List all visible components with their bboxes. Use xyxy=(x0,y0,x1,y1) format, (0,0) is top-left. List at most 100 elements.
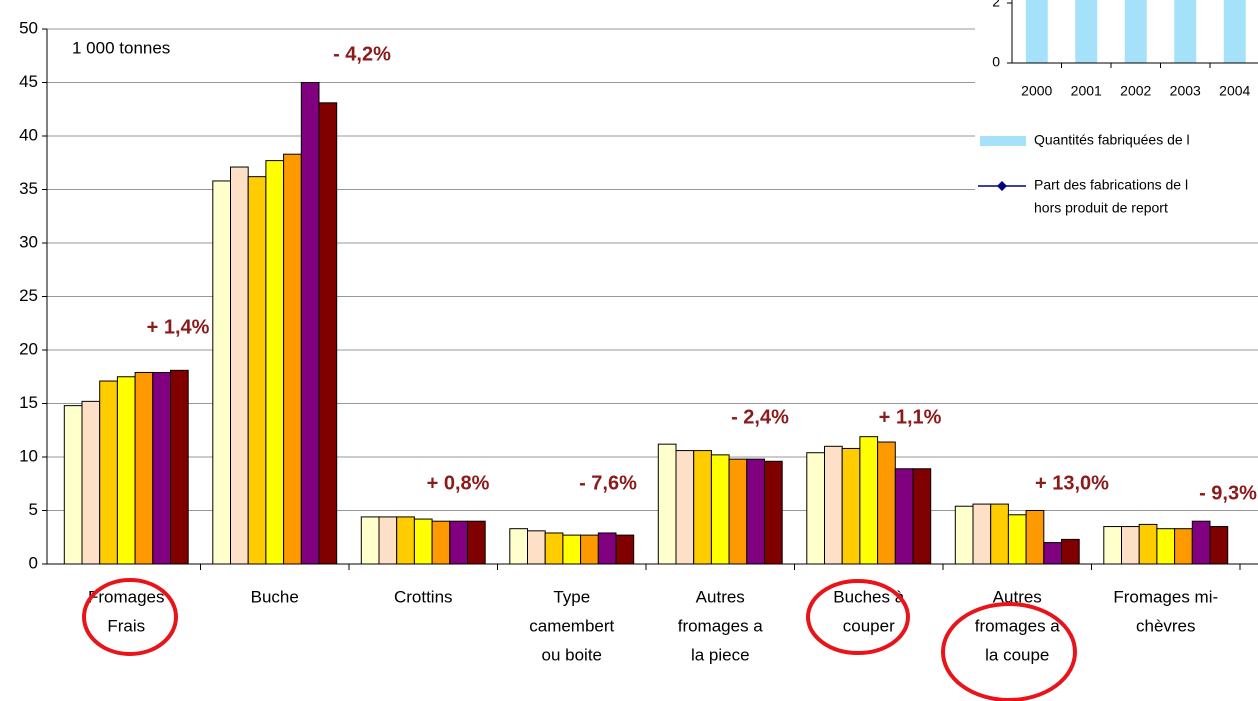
bar xyxy=(230,166,249,565)
inset-bar xyxy=(1025,0,1048,63)
annotation: + 1,1% xyxy=(879,406,942,428)
annotation: + 0,8% xyxy=(427,472,490,494)
bar xyxy=(509,528,528,565)
y-tick-label: 40 xyxy=(19,125,38,144)
bar xyxy=(247,176,267,565)
x-tick-label: fromages a xyxy=(975,616,1061,635)
bar xyxy=(116,376,136,565)
inset-x-tick-label: 2004 xyxy=(1219,83,1250,99)
bar xyxy=(990,503,1009,565)
annotation: - 2,4% xyxy=(731,406,789,428)
bar xyxy=(360,516,380,565)
bar xyxy=(728,458,748,565)
bar xyxy=(1025,510,1045,565)
y-tick-label: 15 xyxy=(19,393,38,412)
bar xyxy=(431,520,451,565)
highlight-circle xyxy=(82,578,178,656)
bar xyxy=(413,518,433,565)
x-tick-label: Autres xyxy=(696,587,745,606)
bar xyxy=(912,468,932,565)
y-tick-label: 5 xyxy=(29,500,38,519)
y-tick-label: 25 xyxy=(19,286,38,305)
bar xyxy=(1061,538,1080,565)
y-tick-label: 50 xyxy=(19,18,38,37)
bar xyxy=(1191,520,1211,565)
bar xyxy=(318,102,338,565)
bar xyxy=(859,436,879,565)
x-tick-label: Buches à xyxy=(833,587,904,606)
y-tick-label: 30 xyxy=(19,232,38,251)
bar xyxy=(972,503,992,565)
bar xyxy=(710,454,730,565)
bar xyxy=(841,447,861,565)
x-tick-label: la piece xyxy=(691,645,750,664)
legend-swatch xyxy=(980,136,1026,146)
bar xyxy=(746,458,765,565)
bar xyxy=(877,441,896,565)
x-tick-label: Crottins xyxy=(394,587,453,606)
bar xyxy=(1156,528,1176,565)
x-tick-label: camembert xyxy=(529,616,614,635)
inset-y-tick-label: 2 xyxy=(992,0,1000,10)
bar xyxy=(954,505,974,565)
y-tick-label: 0 xyxy=(29,553,38,572)
legend-label: Quantités fabriquées de l xyxy=(1034,132,1190,148)
bar xyxy=(170,369,189,565)
unit-label: 1 000 tonnes xyxy=(72,38,170,57)
y-tick-label: 35 xyxy=(19,179,38,198)
inset-x-tick-label: 2003 xyxy=(1170,83,1201,99)
highlight-circle xyxy=(941,602,1077,701)
bar xyxy=(396,516,415,565)
bar xyxy=(544,532,564,565)
bar xyxy=(265,160,285,565)
legend-label: hors produit de report xyxy=(1034,200,1168,216)
inset-background xyxy=(975,0,1258,230)
bar xyxy=(99,380,118,565)
x-tick-label: ou boite xyxy=(542,645,603,664)
x-tick-label: chèvres xyxy=(1136,616,1196,635)
x-tick-label: Fromages xyxy=(88,587,165,606)
x-tick-label: Fromages mi- xyxy=(1113,587,1218,606)
annotation: - 9,3% xyxy=(1199,482,1257,504)
inset-bar xyxy=(1223,0,1246,63)
x-tick-label: Buche xyxy=(251,587,299,606)
inset-x-tick-label: 2001 xyxy=(1071,83,1102,99)
bar xyxy=(675,450,695,565)
annotation: - 7,6% xyxy=(579,472,637,494)
annotation: + 1,4% xyxy=(147,316,210,338)
bar xyxy=(562,534,582,565)
inset-y-tick-label: 0 xyxy=(992,54,1000,70)
bar xyxy=(1007,514,1027,565)
bar xyxy=(152,371,172,565)
bar xyxy=(81,400,101,565)
x-tick-label: fromages a xyxy=(678,616,764,635)
bar xyxy=(212,180,232,565)
bar xyxy=(1138,523,1158,565)
inset-bar xyxy=(1124,0,1147,63)
bar xyxy=(693,450,712,565)
x-tick-label: couper xyxy=(843,616,895,635)
x-tick-label: la coupe xyxy=(985,645,1049,664)
bar xyxy=(657,443,677,565)
inset-x-tick-label: 2000 xyxy=(1021,83,1052,99)
inset-bar xyxy=(1174,0,1197,63)
bar xyxy=(449,520,468,565)
bar xyxy=(1174,528,1193,565)
y-tick-label: 10 xyxy=(19,446,38,465)
inset-bar xyxy=(1075,0,1098,63)
legend-label: Part des fabrications de l xyxy=(1034,177,1188,193)
bar xyxy=(1043,542,1063,565)
inset-x-tick-label: 2002 xyxy=(1120,83,1151,99)
bar xyxy=(597,532,617,565)
bar xyxy=(1209,526,1229,565)
bar xyxy=(764,460,783,565)
bar xyxy=(1103,526,1123,565)
bar xyxy=(824,445,843,565)
highlight-circle xyxy=(806,579,910,655)
y-tick-label: 20 xyxy=(19,339,38,358)
bar xyxy=(467,520,486,565)
legend-marker xyxy=(997,181,1007,191)
